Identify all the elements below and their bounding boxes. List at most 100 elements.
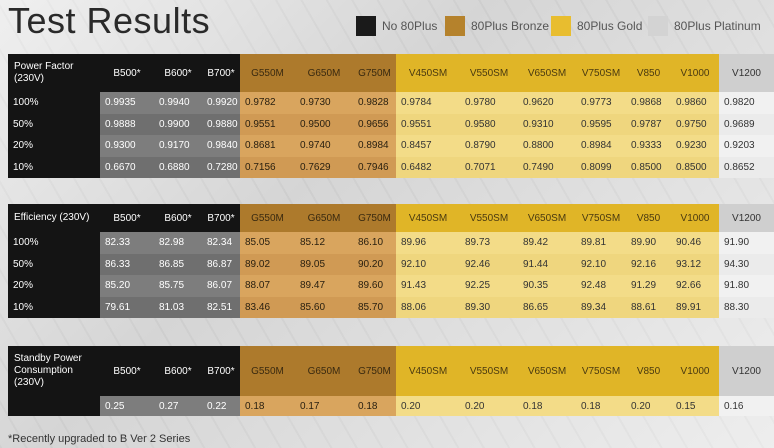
row-label: 20%	[8, 135, 100, 157]
column-header: G550M	[240, 204, 295, 232]
row-label: 20%	[8, 275, 100, 297]
value-cell: 86.87	[202, 253, 240, 275]
value-cell: 0.7946	[353, 156, 396, 178]
legend-label: No 80Plus	[382, 19, 438, 33]
value-cell: 0.7071	[460, 156, 518, 178]
value-cell: 0.8652	[719, 156, 774, 178]
row-label	[8, 396, 100, 416]
value-cell: 82.51	[202, 296, 240, 318]
value-cell: 0.18	[353, 396, 396, 416]
column-header: B600*	[154, 346, 202, 396]
column-header: V850	[626, 346, 671, 396]
value-cell: 0.18	[240, 396, 295, 416]
column-header: V1000	[671, 54, 719, 92]
value-cell: 91.43	[396, 275, 460, 297]
value-cell: 85.05	[240, 232, 295, 254]
value-cell: 83.46	[240, 296, 295, 318]
value-cell: 89.30	[460, 296, 518, 318]
header-row: Power Factor (230V) B500* B600* B700* G550M G…	[8, 54, 774, 92]
value-cell: 89.42	[518, 232, 576, 254]
value-cell: 0.9880	[202, 113, 240, 135]
value-cell: 0.9920	[202, 92, 240, 114]
value-cell: 0.9750	[671, 113, 719, 135]
value-cell: 82.34	[202, 232, 240, 254]
value-cell: 92.10	[396, 253, 460, 275]
legend-swatch	[551, 16, 571, 36]
row-label: 50%	[8, 113, 100, 135]
value-cell: 89.02	[240, 253, 295, 275]
value-cell: 88.07	[240, 275, 295, 297]
column-header: B700*	[202, 54, 240, 92]
value-cell: 0.8500	[626, 156, 671, 178]
row-label: 100%	[8, 232, 100, 254]
value-cell: 85.75	[154, 275, 202, 297]
legend-swatch	[356, 16, 376, 36]
legend-swatch	[648, 16, 668, 36]
column-header: V550SM	[460, 204, 518, 232]
value-cell: 81.03	[154, 296, 202, 318]
value-cell: 92.46	[460, 253, 518, 275]
value-cell: 89.34	[576, 296, 626, 318]
value-cell: 0.7490	[518, 156, 576, 178]
results-section: Standby Power Consumption (230V) B500* B60…	[8, 346, 774, 416]
value-cell: 0.9740	[295, 135, 353, 157]
table-row: 20% 85.20 85.75 86.07 88.07 89.47 89.60 91.43 92…	[8, 275, 774, 297]
value-cell: 0.6670	[100, 156, 154, 178]
value-cell: 0.9784	[396, 92, 460, 114]
value-cell: 0.9730	[295, 92, 353, 114]
value-cell: 0.18	[518, 396, 576, 416]
value-cell: 92.48	[576, 275, 626, 297]
value-cell: 85.20	[100, 275, 154, 297]
value-cell: 0.9300	[100, 135, 154, 157]
value-cell: 0.16	[719, 396, 774, 416]
column-header: V450SM	[396, 54, 460, 92]
value-cell: 0.9888	[100, 113, 154, 135]
legend-label: 80Plus Bronze	[471, 19, 550, 33]
value-cell: 0.9656	[353, 113, 396, 135]
value-cell: 89.96	[396, 232, 460, 254]
column-header: G650M	[295, 346, 353, 396]
value-cell: 0.8984	[353, 135, 396, 157]
value-cell: 0.9551	[240, 113, 295, 135]
column-header: B700*	[202, 204, 240, 232]
value-cell: 86.65	[518, 296, 576, 318]
column-header: V1000	[671, 346, 719, 396]
value-cell: 0.9820	[719, 92, 774, 114]
column-header: B500*	[100, 346, 154, 396]
value-cell: 85.60	[295, 296, 353, 318]
value-cell: 90.35	[518, 275, 576, 297]
value-cell: 0.20	[396, 396, 460, 416]
column-header: V850	[626, 54, 671, 92]
value-cell: 0.22	[202, 396, 240, 416]
column-header: V1200	[719, 204, 774, 232]
row-label: 100%	[8, 92, 100, 114]
results-section: Power Factor (230V) B500* B600* B700* G550M G…	[8, 54, 774, 178]
table-row: 100% 0.9935 0.9940 0.9920 0.9782 0.9730 0.9828…	[8, 92, 774, 114]
value-cell: 0.9230	[671, 135, 719, 157]
value-cell: 89.60	[353, 275, 396, 297]
value-cell: 89.81	[576, 232, 626, 254]
value-cell: 0.9782	[240, 92, 295, 114]
column-header: V450SM	[396, 346, 460, 396]
value-cell: 94.30	[719, 253, 774, 275]
value-cell: 0.9580	[460, 113, 518, 135]
value-cell: 91.90	[719, 232, 774, 254]
value-cell: 88.61	[626, 296, 671, 318]
value-cell: 90.46	[671, 232, 719, 254]
value-cell: 0.6482	[396, 156, 460, 178]
value-cell: 0.8790	[460, 135, 518, 157]
value-cell: 0.9310	[518, 113, 576, 135]
legend-label: 80Plus Platinum	[674, 19, 761, 33]
value-cell: 0.6880	[154, 156, 202, 178]
value-cell: 0.8500	[671, 156, 719, 178]
value-cell: 82.98	[154, 232, 202, 254]
value-cell: 89.05	[295, 253, 353, 275]
value-cell: 0.9203	[719, 135, 774, 157]
value-cell: 0.9787	[626, 113, 671, 135]
footnote: *Recently upgraded to B Ver 2 Series	[8, 433, 191, 445]
table-row: 10% 79.61 81.03 82.51 83.46 85.60 85.70 88.06 89…	[8, 296, 774, 318]
value-cell: 0.9935	[100, 92, 154, 114]
value-cell: 0.9595	[576, 113, 626, 135]
row-label: 10%	[8, 296, 100, 318]
value-cell: 0.9840	[202, 135, 240, 157]
